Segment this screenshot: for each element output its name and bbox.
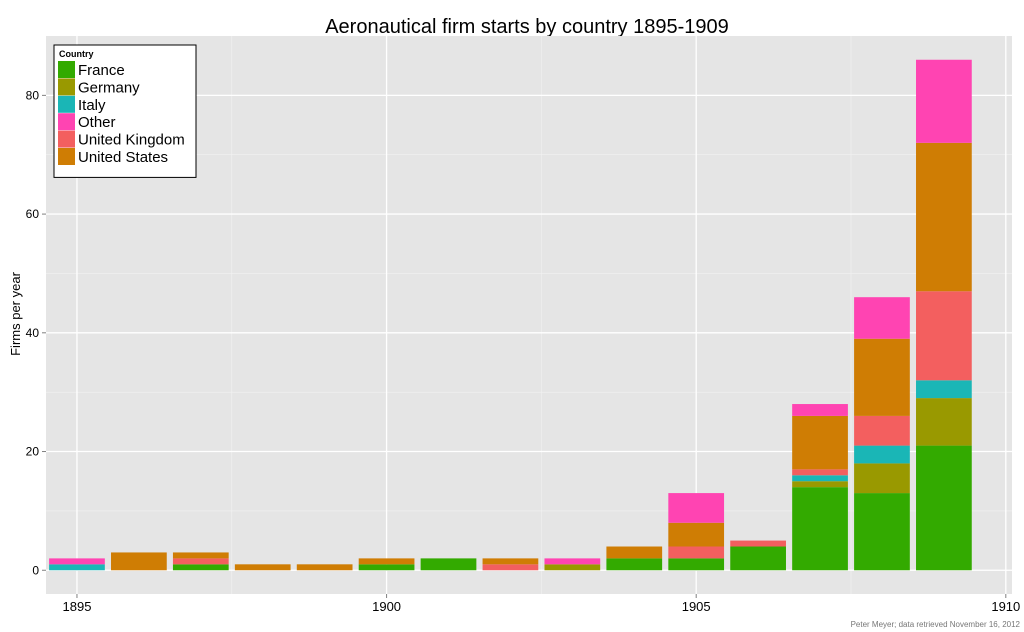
legend-item-label: Germany xyxy=(78,79,140,96)
bar-1895-other xyxy=(49,558,105,565)
bar-1908-italy xyxy=(854,445,910,464)
bar-1908-other xyxy=(854,297,910,339)
y-axis: 0 20 40 60 80 xyxy=(26,88,46,577)
bar-1907-united-kingdom xyxy=(792,469,848,476)
legend-swatch-united-kingdom xyxy=(58,130,75,148)
bar-1907-germany xyxy=(792,481,848,488)
legend-item-label: Other xyxy=(78,114,116,131)
chart-caption: Peter Meyer; data retrieved November 16,… xyxy=(851,620,1021,629)
bar-1906-united-kingdom xyxy=(730,540,786,547)
y-tick-label: 0 xyxy=(32,563,39,577)
legend-item-label: United States xyxy=(78,149,168,166)
bar-1905-united-states xyxy=(668,522,725,547)
bar-1905-united-kingdom xyxy=(668,546,725,559)
legend-swatch-united-states xyxy=(58,148,75,165)
x-axis: 1895 1900 1905 1910 xyxy=(63,594,1020,614)
bar-1908-germany xyxy=(854,463,910,494)
y-tick-label: 20 xyxy=(26,445,40,459)
bar-1903-other xyxy=(544,558,601,565)
bar-1907-italy xyxy=(792,475,848,482)
bar-1905-other xyxy=(668,493,725,523)
bar-1904-united-states xyxy=(606,546,663,559)
bar-1908-france xyxy=(854,493,910,571)
bar-1907-france xyxy=(792,487,848,571)
bar-1895-italy xyxy=(49,564,105,571)
bar-1907-united-states xyxy=(792,415,848,470)
legend-item-label: Italy xyxy=(78,97,106,114)
bar-1903-germany xyxy=(544,564,601,571)
bar-1900-france xyxy=(358,564,415,571)
x-tick-label: 1900 xyxy=(372,599,401,614)
bar-1897-united-states xyxy=(172,552,229,559)
bar-1898-united-states xyxy=(234,564,291,571)
legend-title: Country xyxy=(59,49,94,59)
bar-1902-united-states xyxy=(482,558,539,565)
legend-swatch-germany xyxy=(58,78,75,96)
bar-1909-italy xyxy=(916,380,972,399)
bar-1899-united-states xyxy=(296,564,353,571)
minor-gridlines xyxy=(46,36,1012,594)
chart-title: Aeronautical firm starts by country 1895… xyxy=(325,16,729,38)
legend-swatch-italy xyxy=(58,95,75,113)
bar-1908-united-states xyxy=(854,338,910,416)
bar-1897-france xyxy=(172,564,229,571)
bar-1909-france xyxy=(916,445,972,571)
bars xyxy=(49,59,972,571)
bar-1908-united-kingdom xyxy=(854,415,910,446)
y-tick-label: 80 xyxy=(26,88,40,102)
x-tick-label: 1905 xyxy=(682,599,711,614)
bar-1902-united-kingdom xyxy=(482,564,539,571)
bar-1900-united-states xyxy=(358,558,415,565)
x-tick-label: 1895 xyxy=(63,599,92,614)
bar-1906-france xyxy=(730,546,786,571)
y-tick-label: 40 xyxy=(26,326,40,340)
legend-item-label: United Kingdom xyxy=(78,132,185,149)
bar-1896-united-states xyxy=(111,552,167,571)
bar-1909-united-states xyxy=(916,142,972,292)
bar-1904-france xyxy=(606,558,663,571)
y-tick-label: 60 xyxy=(26,207,40,221)
legend-swatch-other xyxy=(58,113,75,131)
x-tick-label: 1910 xyxy=(991,599,1020,614)
legend-box xyxy=(53,44,197,178)
bar-1909-united-kingdom xyxy=(916,291,972,381)
bar-1909-other xyxy=(916,59,972,143)
bar-1905-france xyxy=(668,558,725,571)
bar-1907-other xyxy=(792,404,848,416)
legend-swatch-france xyxy=(58,61,75,78)
bar-1901-france xyxy=(420,558,477,571)
y-axis-label: Firms per year xyxy=(8,271,23,355)
legend-item-label: France xyxy=(78,62,125,79)
bar-1897-united-kingdom xyxy=(172,558,229,565)
bar-1909-germany xyxy=(916,398,972,446)
